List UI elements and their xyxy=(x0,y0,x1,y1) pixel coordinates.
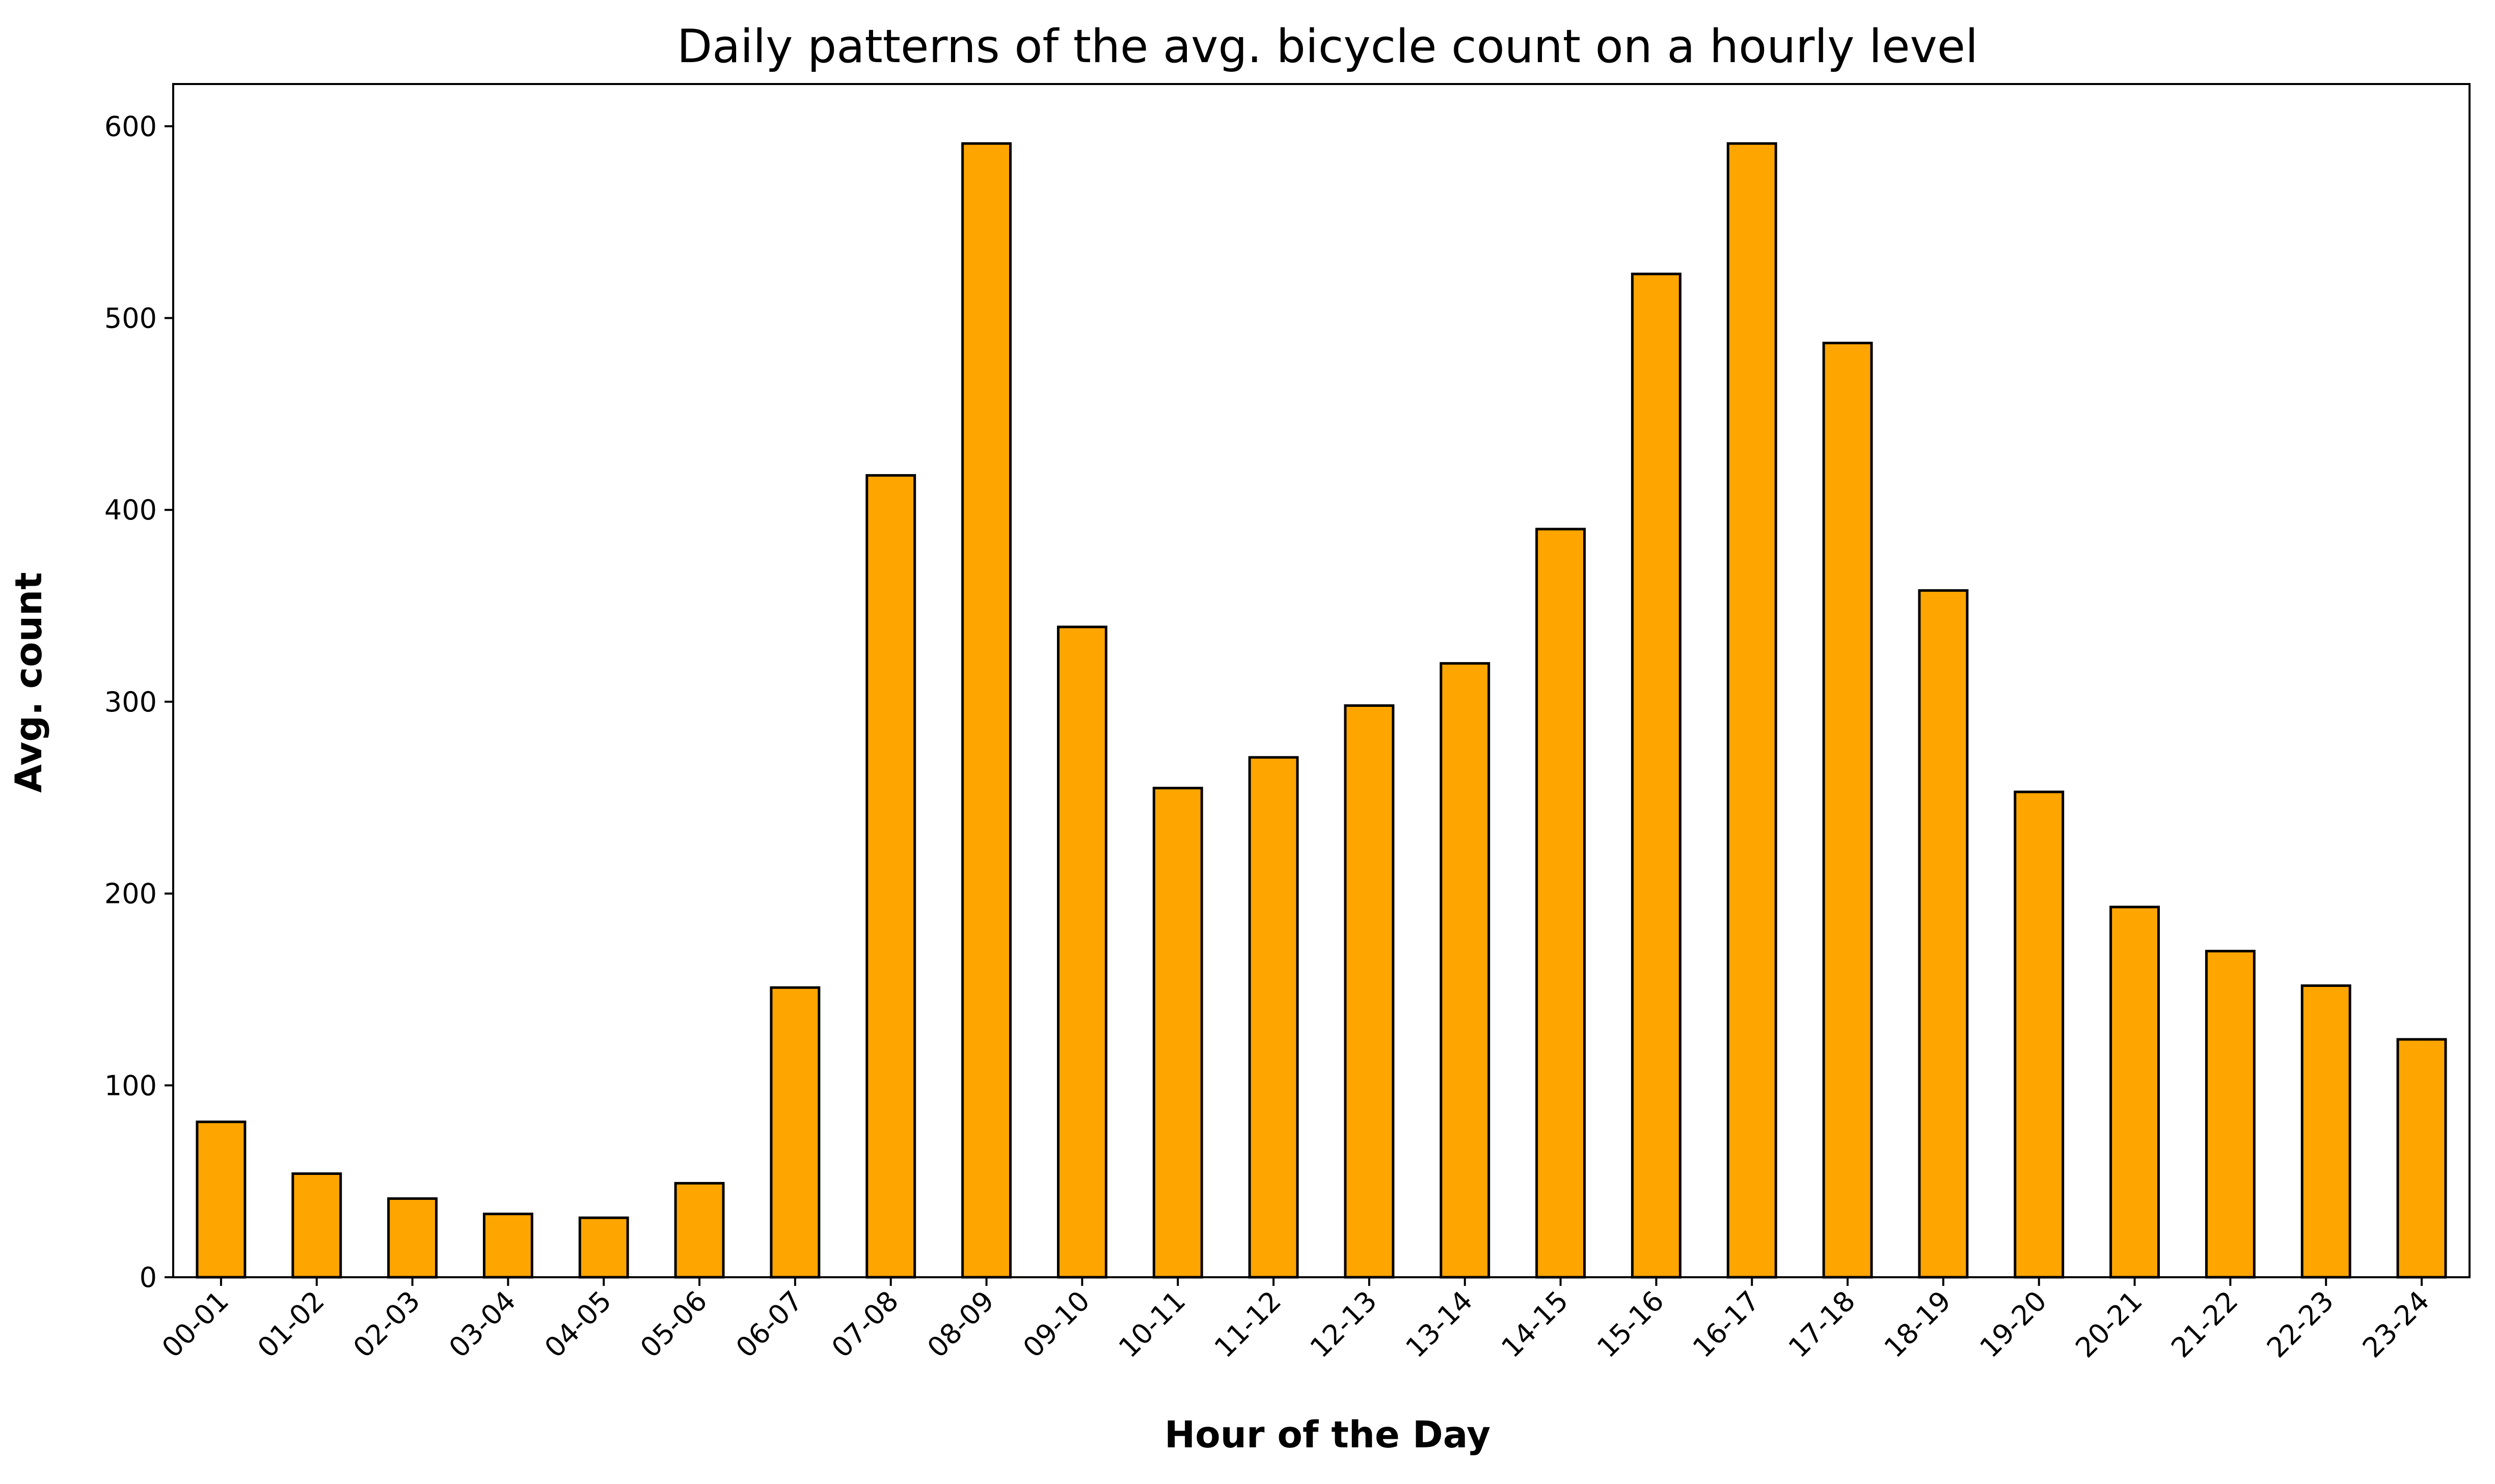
x-tick-label: 18-19 xyxy=(1878,1285,1958,1364)
bar-20-21 xyxy=(2109,905,2160,1279)
x-tick-label: 12-13 xyxy=(1304,1285,1384,1364)
x-tick-label: 06-07 xyxy=(730,1285,809,1364)
bar-02-03 xyxy=(387,1197,438,1279)
x-tick-label: 21-22 xyxy=(2165,1285,2244,1364)
x-axis-label: Hour of the Day xyxy=(1164,1413,1490,1456)
bar-14-15 xyxy=(1535,528,1586,1279)
bar-09-10 xyxy=(1056,625,1107,1279)
bar-07-08 xyxy=(865,474,916,1279)
x-tick-label: 09-10 xyxy=(1017,1285,1096,1364)
x-tick-label: 03-04 xyxy=(443,1285,522,1364)
x-tick-label: 14-15 xyxy=(1495,1285,1575,1364)
y-tick-label: 200 xyxy=(104,878,157,910)
x-tick-label: 00-01 xyxy=(156,1285,235,1364)
bar-05-06 xyxy=(674,1181,725,1279)
y-tick-label: 400 xyxy=(104,494,157,526)
x-tick-label: 05-06 xyxy=(634,1285,714,1364)
y-tick-label: 0 xyxy=(140,1261,157,1294)
x-tick-label: 15-16 xyxy=(1591,1285,1670,1364)
x-tick-label: 07-08 xyxy=(825,1285,905,1364)
x-tick-label: 23-24 xyxy=(2356,1285,2436,1364)
bar-17-18 xyxy=(1822,342,1873,1279)
y-tick-label: 500 xyxy=(104,303,157,335)
chart-title: Daily patterns of the avg. bicycle count… xyxy=(677,20,1978,73)
y-axis: 0 100 200 300 400 500 600 xyxy=(104,111,173,1294)
bar-23-24 xyxy=(2396,1038,2447,1279)
bar-15-16 xyxy=(1631,272,1682,1279)
x-tick-label: 19-20 xyxy=(1973,1285,2053,1364)
bar-06-07 xyxy=(770,986,821,1279)
x-tick-label: 13-14 xyxy=(1399,1285,1479,1364)
y-tick-label: 100 xyxy=(104,1069,157,1102)
bar-21-22 xyxy=(2205,950,2256,1279)
x-tick-label: 10-11 xyxy=(1113,1285,1192,1364)
x-tick-label: 11-12 xyxy=(1208,1285,1288,1364)
y-tick-label: 600 xyxy=(104,111,157,143)
x-tick-label: 02-03 xyxy=(347,1285,426,1364)
plot-frame xyxy=(172,83,2471,1278)
bar-00-01 xyxy=(196,1120,247,1279)
x-tick-label: 16-17 xyxy=(1687,1285,1766,1364)
bar-16-17 xyxy=(1726,142,1777,1279)
bar-03-04 xyxy=(482,1213,533,1279)
bar-11-12 xyxy=(1248,756,1299,1279)
bar-12-13 xyxy=(1344,704,1395,1279)
x-tick-label: 01-02 xyxy=(251,1285,331,1364)
bars-group xyxy=(196,142,2447,1279)
bar-19-20 xyxy=(2014,790,2065,1279)
bar-08-09 xyxy=(961,142,1012,1279)
x-tick-label: 17-18 xyxy=(1782,1285,1862,1364)
x-tick-label: 20-21 xyxy=(2069,1285,2149,1364)
x-tick-label: 04-05 xyxy=(538,1285,618,1364)
x-tick-label: 08-09 xyxy=(921,1285,1000,1364)
x-tick-label: 22-23 xyxy=(2261,1285,2340,1364)
x-axis: 00-01 01-02 02-03 03-04 04-05 05-06 06-07 07-08… xyxy=(156,1277,2436,1364)
bar-10-11 xyxy=(1152,786,1203,1279)
bar-22-23 xyxy=(2300,984,2351,1279)
y-tick-label: 300 xyxy=(104,686,157,718)
bar-13-14 xyxy=(1440,662,1490,1279)
bar-04-05 xyxy=(578,1216,629,1279)
bar-18-19 xyxy=(1918,589,1969,1279)
y-axis-label: Avg. count xyxy=(7,572,50,792)
bar-01-02 xyxy=(291,1172,342,1279)
